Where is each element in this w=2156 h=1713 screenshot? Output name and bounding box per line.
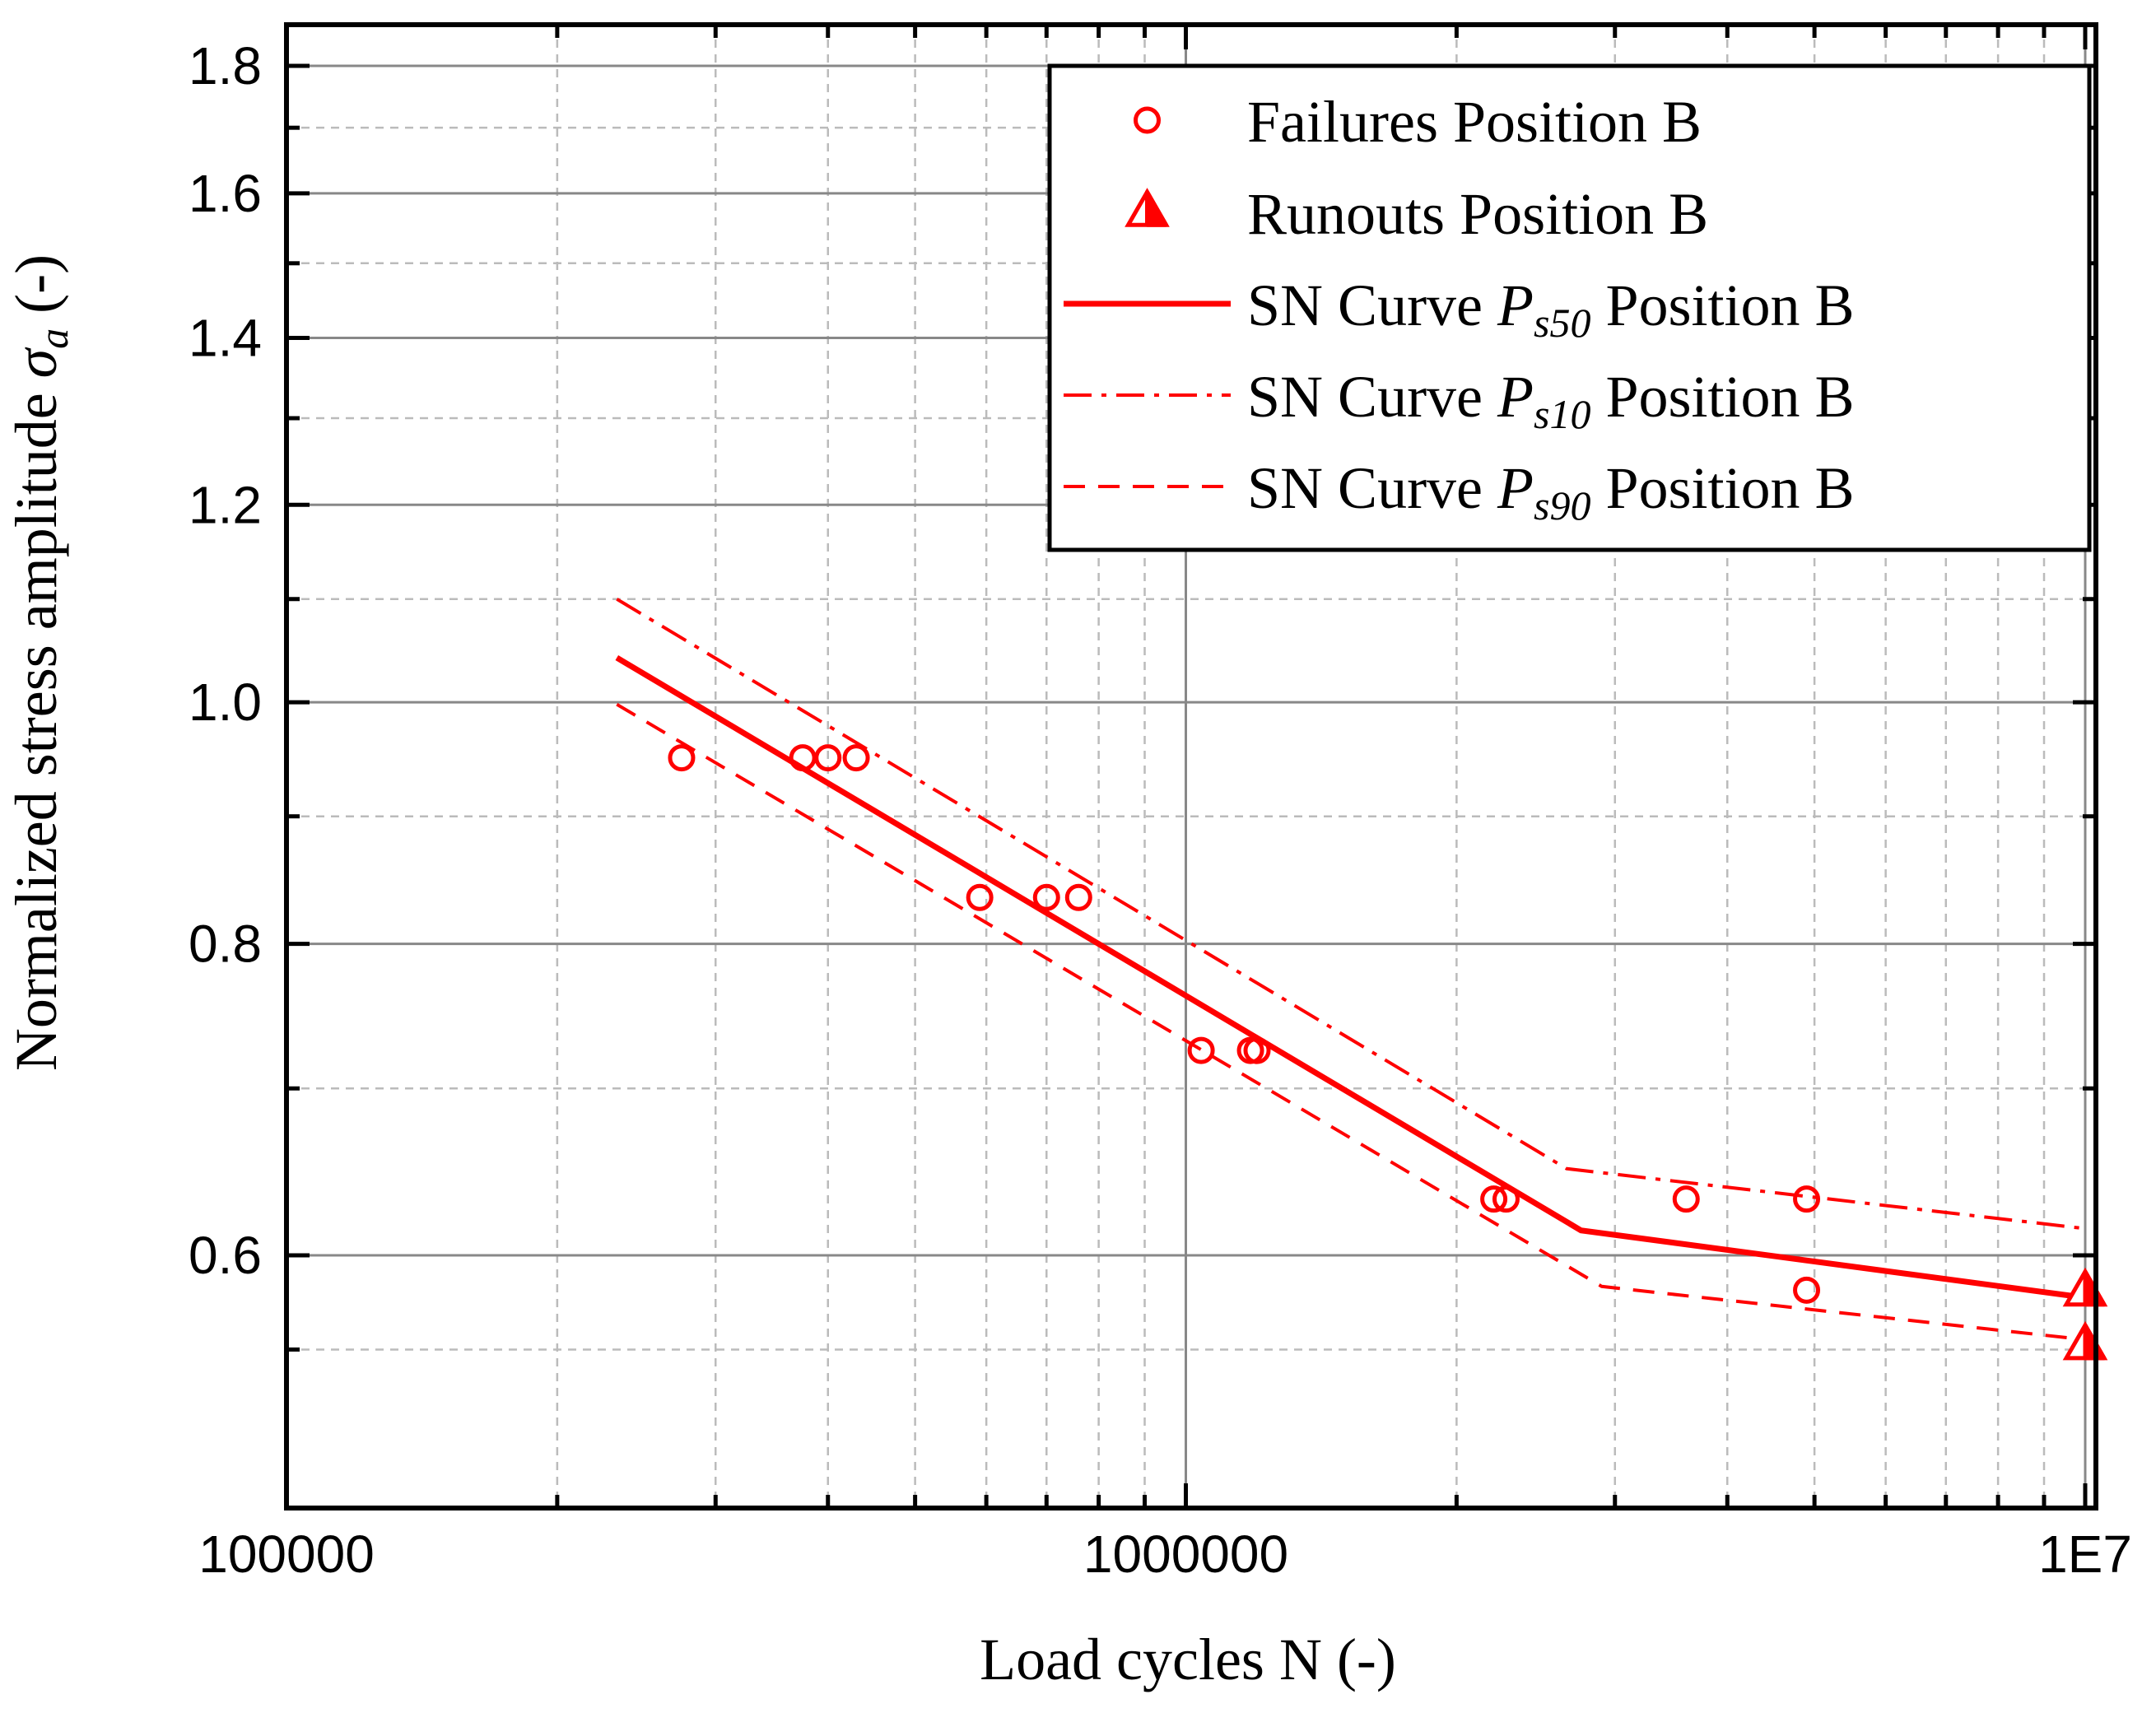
y-axis-title-symbol: σ <box>3 347 69 378</box>
legend: Failures Position B Runouts Position B S… <box>1047 63 2092 552</box>
x-tick-label: 1E7 <box>2038 1524 2132 1584</box>
sn-curve-s90 <box>616 702 2086 1342</box>
legend-samples <box>1064 106 1231 488</box>
runout-point <box>2062 1320 2108 1361</box>
failure-point <box>842 744 870 772</box>
failure-point <box>789 744 817 772</box>
y-tick-label: 1.6 <box>189 164 262 223</box>
legend-box <box>1047 63 2092 552</box>
failure-point <box>1032 883 1060 911</box>
failure-point <box>1793 1185 1821 1213</box>
legend-label-failures: Failures Position B <box>1247 89 1702 155</box>
legend-label-ps50: SN Curve Ps50 Position B <box>1247 272 1855 346</box>
failure-point <box>1672 1185 1700 1213</box>
runout-point <box>2062 1267 2108 1307</box>
failure-point <box>1492 1185 1520 1213</box>
tick-labels: 100000 1000000 1E7 0.6 0.8 1.0 1.2 1.4 1.6 1.8 <box>189 36 2132 1584</box>
failure-point <box>1064 883 1092 911</box>
failure-point <box>1793 1276 1821 1304</box>
failure-point <box>1243 1036 1271 1064</box>
y-axis-title-subscript: a <box>30 328 77 349</box>
y-tick-label: 1.8 <box>189 36 262 95</box>
failure-point <box>668 744 696 772</box>
failure-point <box>1480 1185 1508 1213</box>
legend-sample-failures <box>1134 106 1161 134</box>
legend-label-ps10: SN Curve Ps10 Position B <box>1247 364 1855 437</box>
sn-curve-s10 <box>616 598 2086 1231</box>
sn-curve-s50 <box>615 654 2086 1301</box>
y-axis-title-unit: (-) <box>3 254 69 314</box>
y-tick-label: 1.4 <box>189 309 262 368</box>
y-tick-label: 0.8 <box>189 915 262 974</box>
failure-point <box>1187 1036 1215 1064</box>
x-tick-label: 1000000 <box>1083 1524 1288 1584</box>
failure-point <box>814 744 842 772</box>
x-axis-title: Load cycles N (-) <box>980 1627 1396 1692</box>
x-tick-label: 100000 <box>198 1524 375 1584</box>
y-axis-title: Normalized stress amplitude σa (-) <box>3 254 77 1071</box>
y-axis-title-text: Normalized stress amplitude <box>3 393 69 1071</box>
runout-triangle-fill <box>1145 189 1168 227</box>
legend-sample-runouts <box>1125 188 1170 227</box>
plot-frame <box>284 22 2098 1511</box>
y-tick-label: 1.2 <box>189 475 262 534</box>
y-tick-label: 1.0 <box>189 673 262 732</box>
legend-label-runouts: Runouts Position B <box>1247 181 1708 247</box>
series-layer <box>615 598 2108 1361</box>
failure-point <box>966 883 994 911</box>
y-tick-label: 0.6 <box>189 1226 262 1285</box>
legend-label-ps90: SN Curve Ps90 Position B <box>1247 455 1855 528</box>
